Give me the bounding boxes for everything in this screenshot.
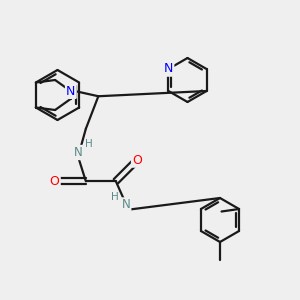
- Text: N: N: [164, 62, 173, 76]
- Text: H: H: [112, 192, 119, 202]
- Text: N: N: [122, 199, 130, 212]
- Text: O: O: [50, 175, 59, 188]
- Text: N: N: [66, 85, 76, 98]
- Text: N: N: [74, 146, 83, 159]
- Text: O: O: [132, 154, 142, 166]
- Text: H: H: [85, 139, 93, 149]
